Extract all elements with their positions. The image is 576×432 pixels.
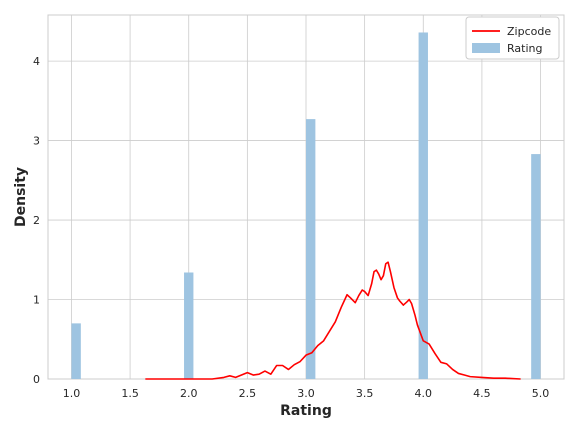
x-tick-label: 1.5 [121, 387, 139, 400]
y-axis-label: Density [13, 167, 29, 227]
x-tick-label: 2.0 [180, 387, 198, 400]
x-axis-label: Rating [280, 403, 332, 419]
x-tick-label: 3.0 [297, 387, 315, 400]
legend: Zipcode Rating [465, 16, 560, 60]
histogram-bar [306, 119, 316, 380]
y-tick-label: 2 [33, 214, 40, 227]
y-tick-label: 1 [33, 294, 40, 307]
kde-line-zipcode [145, 261, 521, 380]
x-tick-labels: 1.0 1.5 2.0 2.5 3.0 3.5 4.0 4.5 5.0 [63, 387, 550, 400]
x-tick-label: 1.0 [63, 387, 81, 400]
histogram-bars [71, 32, 541, 380]
legend-zipcode-label: Zipcode [507, 25, 551, 38]
histogram-bar [184, 272, 194, 379]
legend-rating-patch-swatch [472, 43, 500, 53]
kde-line-layer [145, 261, 521, 380]
y-tick-label: 0 [33, 373, 40, 386]
y-tick-label: 3 [33, 135, 40, 148]
histogram-bar [418, 32, 428, 380]
histogram-bar [71, 323, 81, 379]
x-tick-label: 4.0 [415, 387, 433, 400]
histogram-bar [531, 154, 541, 379]
y-tick-labels: 0 1 2 3 4 [33, 55, 40, 386]
legend-rating-label: Rating [507, 42, 542, 55]
x-tick-label: 5.0 [532, 387, 550, 400]
x-tick-label: 4.5 [473, 387, 491, 400]
x-tick-label: 2.5 [239, 387, 257, 400]
y-tick-label: 4 [33, 55, 40, 68]
x-tick-label: 3.5 [356, 387, 374, 400]
